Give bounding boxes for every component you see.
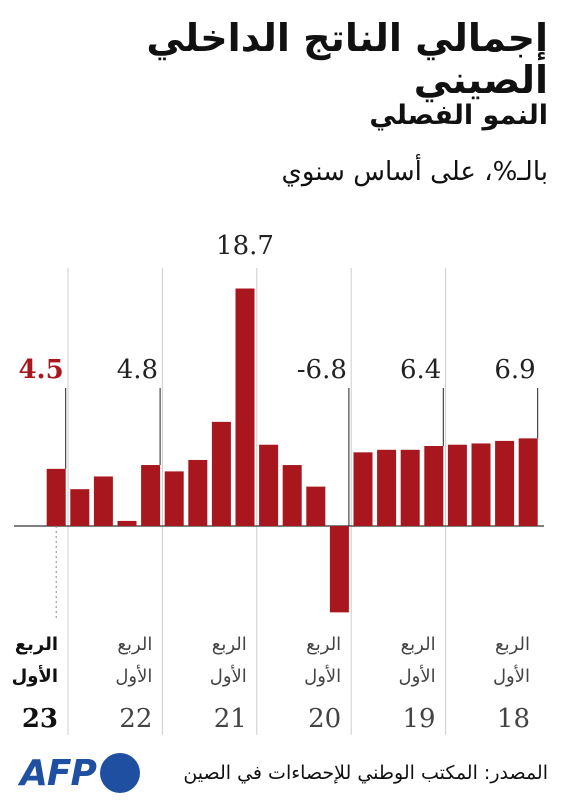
bar <box>282 465 302 526</box>
data-label: 6.4 <box>400 355 441 385</box>
bar <box>259 444 279 526</box>
bar <box>164 471 184 526</box>
bar <box>46 468 66 526</box>
quarter-label: الأول <box>399 665 436 687</box>
year-label: 23 <box>22 704 58 734</box>
year-label: 20 <box>308 704 341 734</box>
bar <box>70 489 90 526</box>
grid-lines <box>14 268 544 735</box>
quarter-label: الربع <box>306 634 341 655</box>
quarter-label: الربع <box>401 634 436 655</box>
bar <box>141 465 161 526</box>
quarter-label: الربع <box>495 634 530 655</box>
bar <box>93 476 113 526</box>
afp-logo-dot-icon <box>99 753 140 793</box>
bars <box>46 288 538 613</box>
chart-title: إجمالي الناتج الداخلي الصيني <box>146 16 548 102</box>
quarter-label: الأول <box>12 665 58 687</box>
bar <box>447 444 467 526</box>
bar <box>495 440 515 526</box>
data-label: -6.8 <box>297 355 347 385</box>
data-labels: 6.9 6.4 -6.8 18.7 4.8 4.5 <box>18 231 535 385</box>
bar <box>424 445 444 526</box>
bar <box>188 459 208 526</box>
bar <box>329 526 349 613</box>
afp-logo-text: AFP <box>20 752 97 794</box>
bar <box>235 288 255 526</box>
data-label: 18.7 <box>216 231 274 261</box>
year-label: 19 <box>403 704 436 734</box>
data-label: 6.9 <box>494 355 535 385</box>
bar <box>211 421 231 526</box>
gdp-bar-chart: 6.96.4-6.818.74.84.5 الربعالأول18الربعال… <box>12 231 544 735</box>
chart-subtitle: النمو الفصلي <box>369 100 548 131</box>
quarter-label: الأول <box>115 665 152 687</box>
x-axis-labels: الربع الأول 18 الربع الأول 19 الربع الأول 20 الرب… <box>12 634 530 734</box>
quarter-label: الربع <box>117 634 152 655</box>
quarter-label: الربع <box>212 634 247 655</box>
data-label: 4.8 <box>117 355 158 385</box>
bar <box>377 449 397 526</box>
chart-units: بالـ%، على أساس سنوي <box>281 157 548 187</box>
leader-lines <box>55 388 539 620</box>
afp-logo: AFP <box>20 752 140 794</box>
bar <box>117 520 137 526</box>
bar <box>471 443 491 526</box>
bar <box>353 452 373 526</box>
year-label: 18 <box>497 704 530 734</box>
bar <box>306 486 326 526</box>
year-label: 21 <box>214 704 247 734</box>
bar <box>518 438 538 526</box>
data-label: 4.5 <box>18 355 63 385</box>
quarter-label: الأول <box>210 665 247 687</box>
quarter-label: الربع <box>15 634 58 655</box>
quarter-label: الأول <box>493 665 530 687</box>
source-note: المصدر: المكتب الوطني للإحصاءات في الصين <box>183 762 548 784</box>
year-label: 22 <box>119 704 152 734</box>
bar <box>400 449 420 526</box>
quarter-label: الأول <box>304 665 341 687</box>
